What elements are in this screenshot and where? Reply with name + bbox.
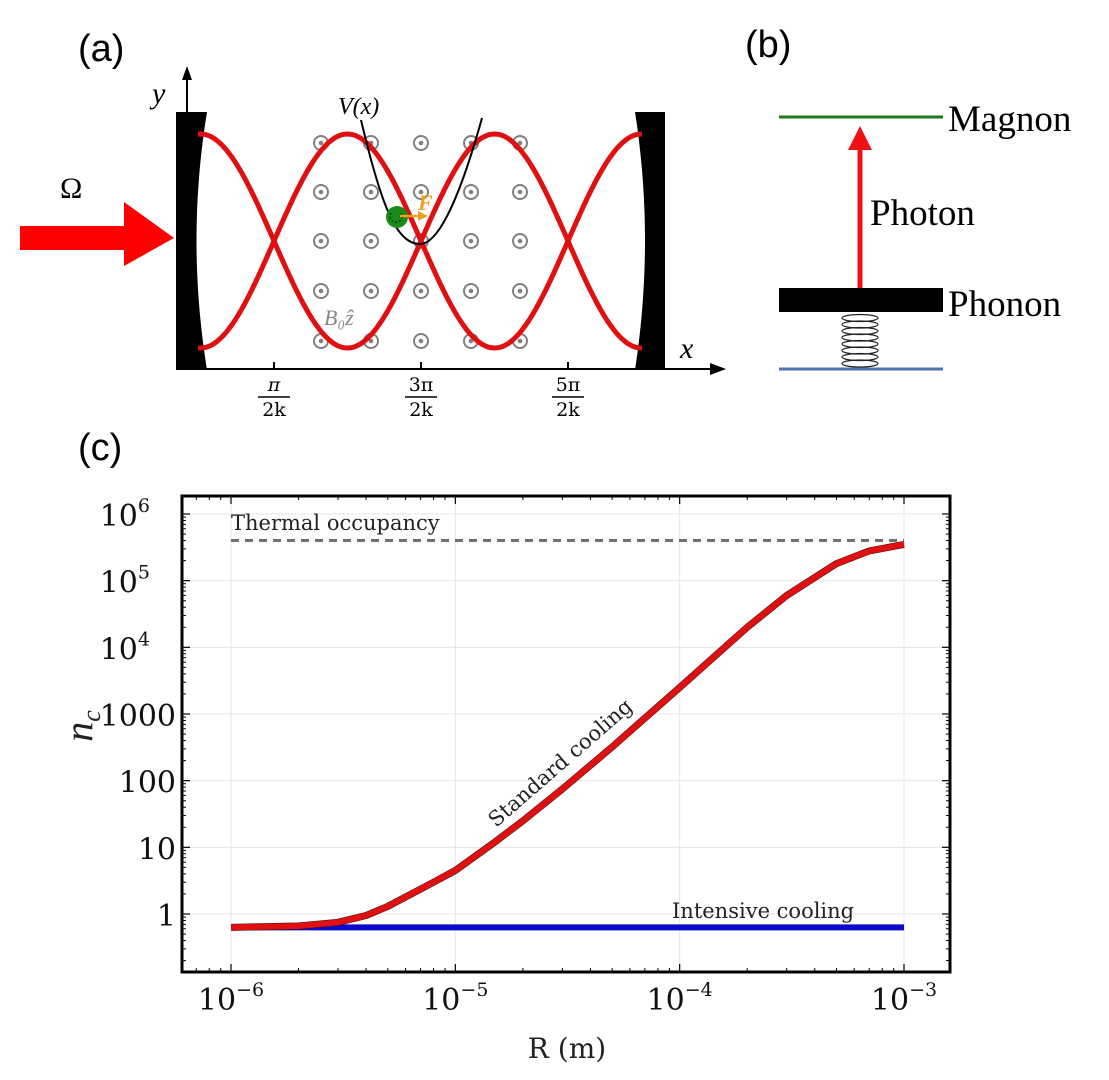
chart-grid	[182, 496, 950, 972]
field-out-of-page-icon	[463, 233, 479, 249]
field-out-of-page-icon	[313, 283, 329, 299]
standard-cooling-line-shadow	[230, 540, 905, 931]
x-tick-label: 10−6	[198, 979, 264, 1018]
svg-text:3π: 3π	[409, 374, 434, 396]
field-out-of-page-icon	[413, 135, 429, 151]
spring-icon	[841, 313, 879, 368]
force-label: F	[417, 190, 433, 215]
field-label: B₀ẑ	[324, 305, 354, 330]
field-out-of-page-icon	[363, 283, 379, 299]
field-out-of-page-icon	[363, 184, 379, 200]
x-axis-title: R (m)	[528, 1032, 606, 1065]
svg-text:2k: 2k	[409, 399, 433, 421]
y-tick-label: 100	[119, 766, 176, 801]
left-mirror	[176, 112, 207, 370]
y-tick-label: 104	[100, 628, 150, 667]
field-out-of-page-icon	[363, 233, 379, 249]
svg-text:2k: 2k	[556, 399, 580, 421]
field-out-of-page-icon	[413, 233, 429, 249]
phonon-mass	[779, 288, 943, 312]
y-tick-label: 106	[100, 495, 150, 534]
magnon-label: Magnon	[948, 99, 1071, 140]
field-out-of-page-icon	[512, 184, 528, 200]
field-out-of-page-icon	[463, 333, 479, 349]
x-tick-label-3: 5π 2k	[552, 374, 584, 421]
chart-frame	[180, 494, 952, 974]
x-axis-arrowhead	[710, 363, 726, 375]
field-out-of-page-icon	[512, 333, 528, 349]
thermal-occupancy-annotation: Thermal occupancy	[231, 511, 440, 535]
standing-wave-upper	[197, 131, 643, 351]
x-tick-label-2: 3π 2k	[405, 374, 437, 421]
standard-cooling-annotation: Standard cooling	[484, 694, 637, 832]
field-out-of-page-icon	[413, 333, 429, 349]
pump-arrow	[20, 202, 174, 266]
chart-tick-labels: 10−6 10−5 10−4 10−3 1 10 100 1000 104 105 106	[100, 495, 937, 1018]
field-out-of-page-icon	[313, 184, 329, 200]
force-arrowhead	[418, 211, 428, 221]
field-out-of-page-icon	[463, 184, 479, 200]
x-tick-label: 10−3	[871, 979, 937, 1018]
field-out-of-page-icon	[363, 135, 379, 151]
svg-text:π: π	[267, 374, 281, 396]
chart-minor-ticks	[182, 496, 950, 972]
field-out-of-page-icon	[313, 333, 329, 349]
particle-rotation-icon	[389, 212, 403, 223]
potential-label: V(x)	[338, 94, 379, 120]
magnetic-field-markers	[313, 135, 528, 349]
x-tick-label-1: π 2k	[258, 374, 290, 421]
phonon-label: Phonon	[948, 284, 1061, 325]
chart-series	[230, 539, 905, 931]
y-axis-title: nc	[56, 710, 106, 742]
field-out-of-page-icon	[313, 135, 329, 151]
photon-label: Photon	[870, 193, 975, 234]
panel-c-label: (c)	[78, 427, 123, 469]
y-axis-arrowhead	[182, 66, 192, 80]
standing-wave-lower	[197, 131, 643, 351]
svg-text:2k: 2k	[262, 399, 286, 421]
y-tick-label: 105	[100, 562, 150, 601]
intensive-cooling-annotation: Intensive cooling	[672, 899, 854, 923]
potential-curve	[360, 117, 483, 246]
y-tick-label: 1	[157, 899, 176, 934]
y-tick-label: 10	[138, 832, 176, 867]
svg-text:5π: 5π	[556, 374, 581, 396]
standard-cooling-line	[230, 541, 905, 931]
field-out-of-page-icon	[363, 333, 379, 349]
field-out-of-page-icon	[512, 135, 528, 151]
pump-symbol-label: Ω	[60, 172, 82, 205]
x-axis-label: x	[679, 332, 694, 365]
right-mirror	[635, 112, 665, 370]
field-out-of-page-icon	[463, 283, 479, 299]
x-tick-label: 10−4	[647, 979, 713, 1018]
x-tick-label: 10−5	[422, 979, 488, 1018]
field-out-of-page-icon	[413, 283, 429, 299]
panel-a-label: (a)	[78, 28, 125, 70]
photon-arrowhead	[848, 126, 872, 150]
particle	[386, 206, 408, 228]
field-out-of-page-icon	[313, 233, 329, 249]
y-tick-label: 1000	[100, 699, 176, 734]
field-out-of-page-icon	[512, 233, 528, 249]
field-out-of-page-icon	[512, 283, 528, 299]
panel-b-label: (b)	[745, 24, 792, 66]
field-out-of-page-icon	[413, 184, 429, 200]
field-out-of-page-icon	[463, 135, 479, 151]
y-axis-label: y	[149, 77, 166, 110]
svg-text:nc: nc	[56, 710, 106, 742]
